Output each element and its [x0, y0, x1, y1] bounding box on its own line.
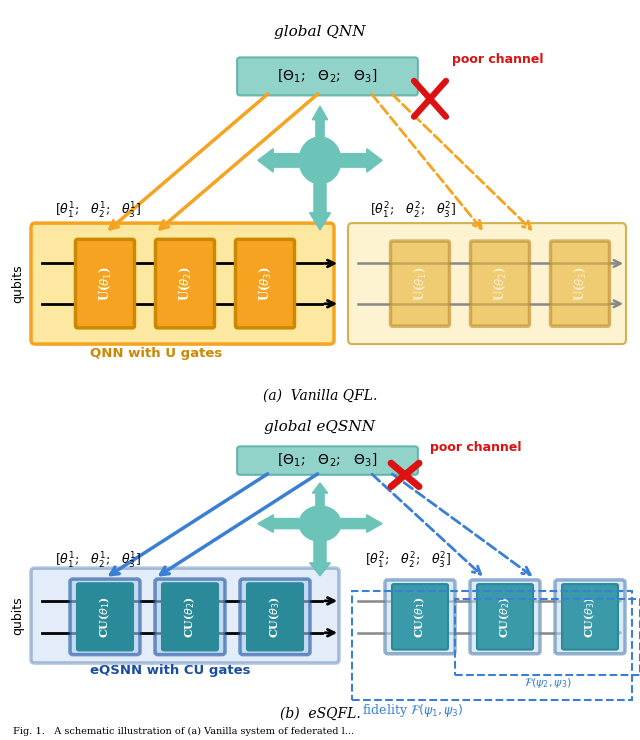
FancyBboxPatch shape — [237, 58, 418, 95]
FancyArrow shape — [341, 149, 382, 172]
Text: CU($\theta_1$): CU($\theta_1$) — [98, 596, 112, 638]
Text: U($\theta_1$): U($\theta_1$) — [97, 266, 113, 301]
Text: [$\theta^1_1$;   $\theta^1_2$;   $\theta^1_3$]: [$\theta^1_1$; $\theta^1_2$; $\theta^1_3… — [55, 551, 141, 571]
FancyBboxPatch shape — [76, 239, 134, 328]
FancyBboxPatch shape — [470, 241, 529, 326]
FancyBboxPatch shape — [70, 579, 140, 655]
Text: U($\theta_2$): U($\theta_2$) — [492, 266, 508, 301]
FancyArrow shape — [310, 184, 330, 230]
FancyBboxPatch shape — [477, 584, 533, 650]
FancyBboxPatch shape — [155, 579, 225, 655]
Text: global QNN: global QNN — [274, 24, 366, 38]
Text: U($\theta_1$): U($\theta_1$) — [412, 266, 428, 301]
Text: (a)  Vanilla QFL.: (a) Vanilla QFL. — [263, 388, 377, 403]
FancyBboxPatch shape — [156, 239, 214, 328]
FancyBboxPatch shape — [470, 580, 540, 654]
Text: [$\theta^2_1$;   $\theta^2_2$;   $\theta^2_3$]: [$\theta^2_1$; $\theta^2_2$; $\theta^2_3… — [365, 551, 452, 571]
Text: U($\theta_3$): U($\theta_3$) — [257, 266, 273, 301]
FancyArrow shape — [341, 515, 382, 532]
Text: eQSNN with CU gates: eQSNN with CU gates — [90, 664, 250, 677]
FancyBboxPatch shape — [236, 239, 294, 328]
Text: CU($\theta_2$): CU($\theta_2$) — [182, 596, 197, 638]
FancyBboxPatch shape — [31, 223, 334, 344]
FancyArrow shape — [258, 515, 299, 532]
FancyBboxPatch shape — [555, 580, 625, 654]
FancyBboxPatch shape — [348, 223, 626, 344]
Text: CU($\theta_1$): CU($\theta_1$) — [413, 596, 428, 638]
Text: U($\theta_2$): U($\theta_2$) — [177, 266, 193, 301]
Text: poor channel: poor channel — [430, 442, 522, 454]
FancyBboxPatch shape — [392, 584, 448, 650]
FancyArrow shape — [312, 483, 328, 506]
FancyArrow shape — [310, 541, 330, 576]
FancyBboxPatch shape — [240, 579, 310, 655]
FancyArrow shape — [312, 107, 328, 137]
FancyBboxPatch shape — [237, 446, 418, 475]
Text: $\mathcal{F}(\psi_2,\psi_3)$: $\mathcal{F}(\psi_2,\psi_3)$ — [524, 676, 572, 690]
FancyBboxPatch shape — [550, 241, 609, 326]
Circle shape — [299, 137, 341, 184]
FancyBboxPatch shape — [247, 583, 303, 650]
Text: [$\theta^2_1$;   $\theta^2_2$;   $\theta^2_3$]: [$\theta^2_1$; $\theta^2_2$; $\theta^2_3… — [370, 201, 456, 221]
Text: qubits: qubits — [12, 264, 24, 303]
FancyBboxPatch shape — [77, 583, 133, 650]
Text: CU($\theta_2$): CU($\theta_2$) — [498, 596, 512, 638]
Circle shape — [299, 506, 341, 541]
Text: CU($\theta_3$): CU($\theta_3$) — [582, 596, 597, 638]
Text: Fig. 1.   A schematic illustration of (a) Vanilla system of federated l...: Fig. 1. A schematic illustration of (a) … — [13, 727, 354, 736]
FancyArrow shape — [258, 149, 299, 172]
Text: CU($\theta_3$): CU($\theta_3$) — [268, 596, 282, 638]
Text: [$\Theta_1$;   $\Theta_2$;   $\Theta_3$]: [$\Theta_1$; $\Theta_2$; $\Theta_3$] — [277, 67, 378, 85]
FancyBboxPatch shape — [385, 580, 455, 654]
FancyBboxPatch shape — [390, 241, 449, 326]
Text: fidelity $\mathcal{F}(\psi_1,\psi_3)$: fidelity $\mathcal{F}(\psi_1,\psi_3)$ — [362, 702, 463, 719]
FancyBboxPatch shape — [31, 568, 339, 663]
FancyBboxPatch shape — [562, 584, 618, 650]
Text: global eQSNN: global eQSNN — [264, 420, 376, 434]
Text: poor channel: poor channel — [452, 53, 543, 66]
Text: [$\theta^1_1$;   $\theta^1_2$;   $\theta^1_3$]: [$\theta^1_1$; $\theta^1_2$; $\theta^1_3… — [55, 201, 141, 221]
Text: qubits: qubits — [12, 596, 24, 636]
FancyBboxPatch shape — [162, 583, 218, 650]
Text: U($\theta_3$): U($\theta_3$) — [572, 266, 588, 301]
Text: (b)  eSQFL.: (b) eSQFL. — [280, 707, 360, 721]
Text: QNN with U gates: QNN with U gates — [90, 346, 222, 360]
Text: [$\Theta_1$;   $\Theta_2$;   $\Theta_3$]: [$\Theta_1$; $\Theta_2$; $\Theta_3$] — [277, 452, 378, 469]
